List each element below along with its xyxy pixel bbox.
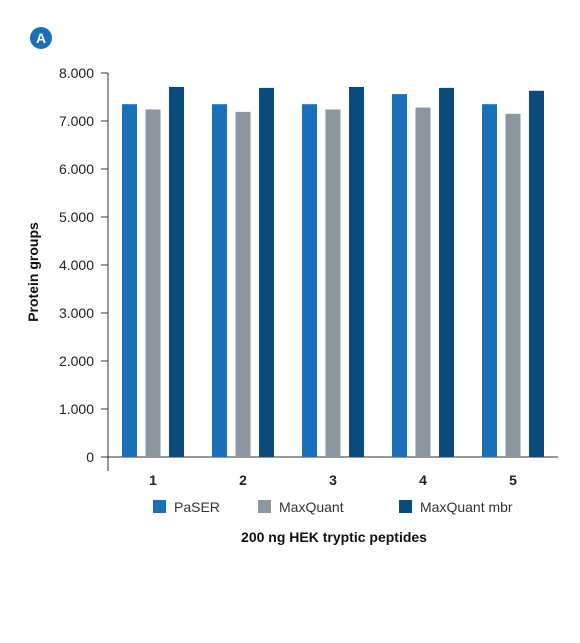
x-tick-label: 1 [149,472,157,488]
legend-label: MaxQuant [279,499,344,515]
y-tick-label: 7.000 [59,113,94,129]
y-tick-label: 0 [86,449,94,465]
y-tick-label: 4.000 [59,257,94,273]
y-axis-title: Protein groups [25,222,41,322]
bar-paser-5 [482,104,497,457]
y-tick-label: 1.000 [59,401,94,417]
legend-label: MaxQuant mbr [420,499,513,515]
legend-swatch-maxquant-mbr [399,500,412,513]
legend-label: PaSER [174,499,220,515]
panel-letter: A [36,30,46,46]
y-tick-label: 8.000 [59,65,94,81]
bar-maxquant-mbr-2 [259,87,274,457]
panel-badge-circle [30,27,52,49]
bar-paser-3 [302,104,317,457]
bar-maxquant-5 [505,113,521,458]
y-tick-label: 5.000 [59,209,94,225]
x-tick-label: 3 [329,472,337,488]
plot-area: 0 1.000 2.000 3.000 4.000 5.000 6.000 7.000 8.00… [59,65,558,488]
legend-swatch-paser [153,500,166,513]
bar-maxquant-mbr-4 [439,87,454,457]
y-tick-label: 6.000 [59,161,94,177]
bar-maxquant-mbr-5 [529,90,544,457]
bar-maxquant-2 [235,111,251,457]
bar-paser-1 [122,104,137,457]
bar-maxquant-4 [415,107,431,457]
bar-paser-4 [392,94,407,458]
legend-swatch-maxquant [258,500,271,513]
bar-maxquant-1 [145,109,161,457]
y-tick-label: 3.000 [59,305,94,321]
bar-maxquant-mbr-1 [169,86,184,458]
bar-maxquant-3 [325,109,341,457]
legend: PaSER MaxQuant MaxQuant mbr [153,499,513,515]
bar-paser-2 [212,104,227,457]
y-tick-label: 2.000 [59,353,94,369]
x-tick-label: 4 [419,472,427,488]
x-tick-label: 5 [509,472,517,488]
panel-badge: A [30,27,52,49]
x-axis-title: 200 ng HEK tryptic peptides [241,529,427,545]
x-tick-label: 2 [239,472,247,488]
bar-maxquant-mbr-3 [349,86,364,458]
